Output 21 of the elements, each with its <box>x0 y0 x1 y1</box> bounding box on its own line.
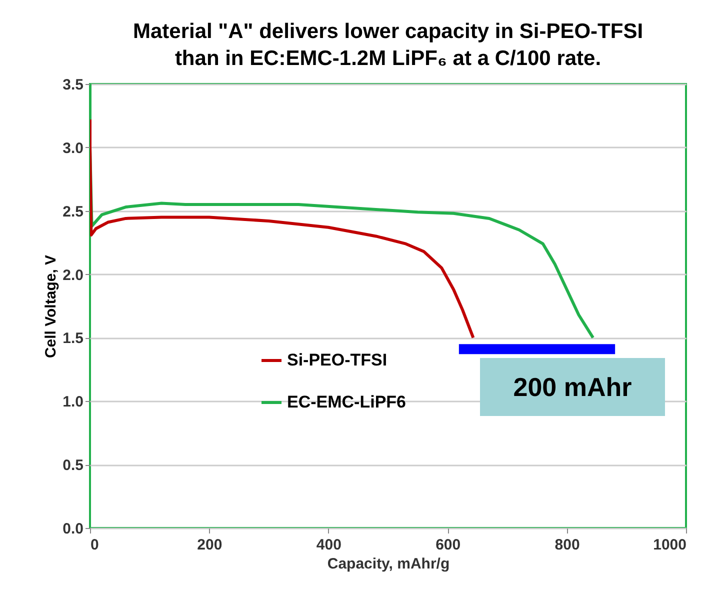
x-tick-label: 400 <box>316 536 342 554</box>
chart-title: Material "A" delivers lower capacity in Si-PEO-TFSI than in EC:EMC-1.2M LiPF₆ at a C/100 rate. <box>132 20 644 70</box>
x-tick-label: 600 <box>436 536 461 554</box>
y-tick-label: 3.0 <box>62 140 84 157</box>
y-tick-label: 2.5 <box>62 203 84 220</box>
x-tick-label: 0 <box>90 536 99 554</box>
x-axis-title: Capacity, mAhr/g <box>327 556 450 572</box>
y-tick-label: 1.0 <box>62 394 84 411</box>
y-tick-label: 3.5 <box>62 76 84 94</box>
x-tick-label: 1000 <box>653 536 686 554</box>
line-series <box>90 118 475 340</box>
legend-label: EC-EMC-LiPF6 <box>287 392 406 412</box>
y-tick-label: 0.5 <box>62 457 84 474</box>
annotation: 200 mAhr <box>480 358 665 416</box>
x-tick-label: 800 <box>554 536 580 554</box>
x-tick-label: 200 <box>197 536 222 554</box>
y-tick-label: 0.0 <box>62 520 84 538</box>
legend-label: Si-PEO-TFSI <box>287 350 388 370</box>
y-tick-label: 1.5 <box>62 330 84 348</box>
y-axis-title: Cell Voltage, V <box>42 254 60 358</box>
y-tick-label: 2.0 <box>62 266 84 284</box>
